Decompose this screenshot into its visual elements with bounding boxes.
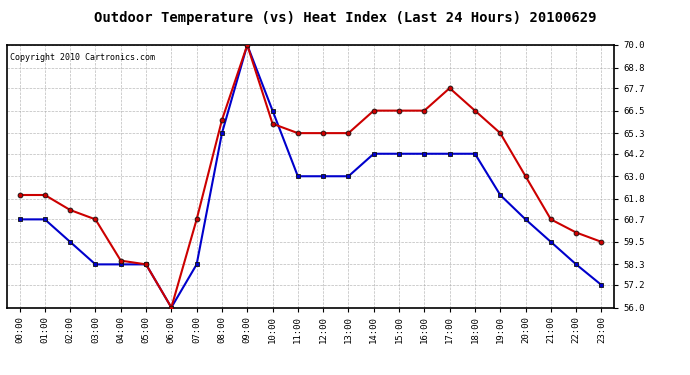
- Text: Outdoor Temperature (vs) Heat Index (Last 24 Hours) 20100629: Outdoor Temperature (vs) Heat Index (Las…: [94, 11, 596, 25]
- Text: Copyright 2010 Cartronics.com: Copyright 2010 Cartronics.com: [10, 53, 155, 62]
